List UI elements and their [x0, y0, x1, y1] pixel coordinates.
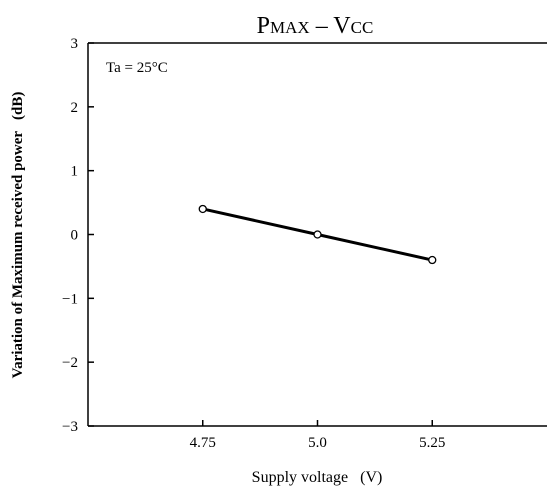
title-v-sub: CC	[351, 18, 374, 37]
y-tick-label: 0	[71, 228, 79, 244]
title-p-sub: MAX	[270, 18, 310, 37]
title-p: P	[257, 13, 270, 39]
chart-title: PMAX – VCC	[257, 13, 374, 39]
data-point	[313, 230, 322, 239]
series-layer	[198, 204, 437, 265]
y-axis-ticks: 3 2 1 0 −1 −2 −3	[62, 36, 94, 435]
y-tick-label: −2	[62, 355, 78, 371]
data-point	[428, 255, 437, 265]
y-axis-label: Variation of Maximum received power (dB)	[10, 92, 26, 379]
y-tick-label: −3	[62, 419, 78, 435]
x-tick-label: 4.75	[190, 435, 216, 451]
x-axis-label: Supply voltage (V)	[252, 469, 383, 486]
data-point	[198, 204, 207, 214]
y-tick-label: 1	[71, 164, 79, 180]
x-tick-label: 5.0	[308, 435, 327, 451]
title-sep: –	[310, 13, 334, 39]
y-tick-label: 2	[71, 100, 79, 116]
x-axis-ticks: 4.75 5.0 5.25	[190, 420, 445, 451]
title-v: V	[333, 13, 351, 39]
y-tick-label: 3	[71, 36, 79, 52]
y-tick-label: −1	[62, 291, 78, 307]
temperature-annotation: Ta = 25°C	[106, 60, 168, 76]
x-tick-label: 5.25	[419, 435, 445, 451]
